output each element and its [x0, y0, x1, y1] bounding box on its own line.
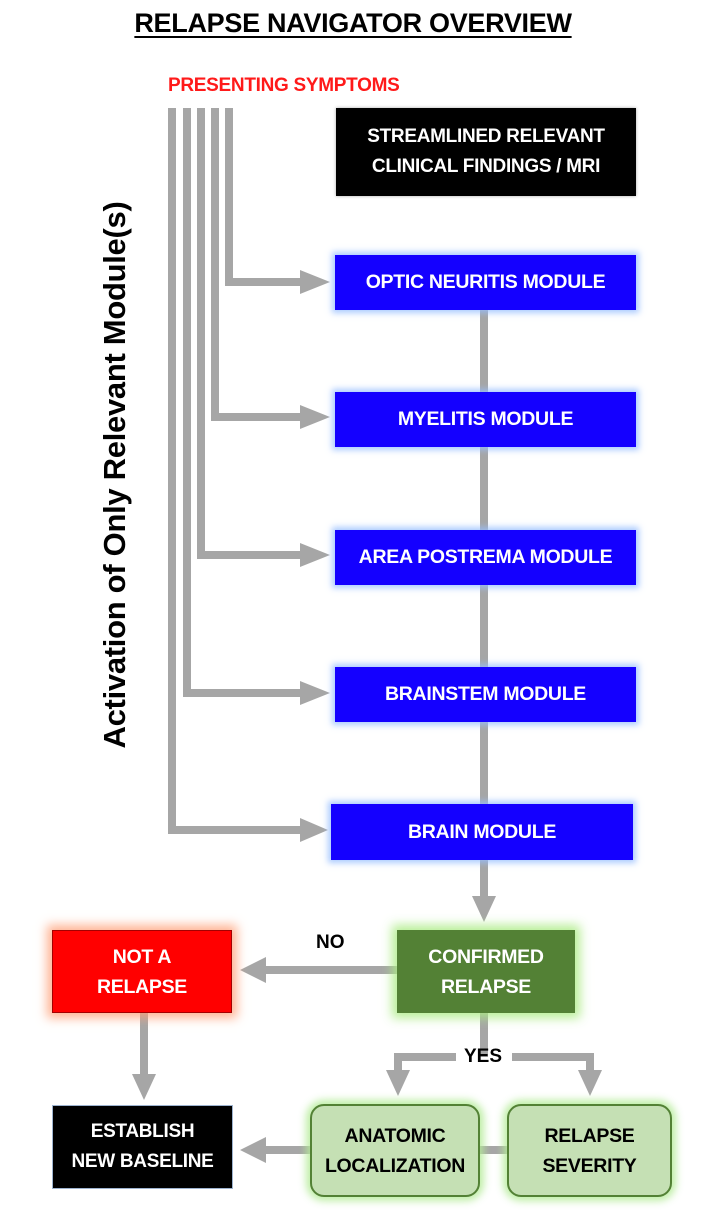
- confirmed-relapse-box: CONFIRMED RELAPSE: [397, 930, 575, 1013]
- presenting-symptoms-label: PRESENTING SYMPTOMS: [168, 75, 400, 96]
- page-title: RELAPSE NAVIGATOR OVERVIEW: [134, 8, 572, 38]
- arrowhead-brainstem: [300, 681, 330, 705]
- module-brain: BRAIN MODULE: [331, 804, 633, 860]
- yes-right-line: [512, 1053, 594, 1073]
- yes-left-line: [394, 1053, 456, 1073]
- relapse-severity-box: RELAPSE SEVERITY: [507, 1104, 672, 1197]
- arrowhead-area-postrema: [300, 543, 330, 567]
- module-brainstem: BRAINSTEM MODULE: [335, 667, 636, 722]
- arrowhead-optic-neuritis: [300, 270, 330, 294]
- symptom-line-brainstem: [183, 108, 304, 697]
- anatomic-localization-box: ANATOMIC LOCALIZATION: [310, 1104, 480, 1197]
- symptom-line-optic-neuritis: [225, 108, 304, 286]
- module-area-postrema: AREA POSTREMA MODULE: [335, 530, 636, 585]
- findings-box: STREAMLINED RELEVANT CLINICAL FINDINGS /…: [336, 108, 636, 196]
- not-a-relapse-box: NOT A RELAPSE: [52, 930, 232, 1013]
- module-myelitis: MYELITIS MODULE: [335, 392, 636, 447]
- arrowhead-confirmed: [472, 896, 496, 922]
- arrowhead-not-relapse: [240, 957, 266, 983]
- arrowhead-brain: [300, 818, 328, 842]
- arrowhead-myelitis: [300, 405, 330, 429]
- no-label: NO: [316, 932, 345, 953]
- arrowhead-baseline-down: [132, 1074, 156, 1100]
- symptom-line-area-postrema: [197, 108, 304, 559]
- symptom-line-myelitis: [211, 108, 304, 421]
- yes-label: YES: [464, 1046, 503, 1067]
- module-optic-neuritis: OPTIC NEURITIS MODULE: [335, 255, 636, 310]
- arrowhead-anatomic: [386, 1070, 410, 1096]
- arrowhead-baseline-left: [240, 1137, 266, 1163]
- symptom-line-brain: [168, 108, 304, 834]
- arrowhead-severity: [578, 1070, 602, 1096]
- establish-new-baseline-box: ESTABLISH NEW BASELINE: [52, 1105, 233, 1189]
